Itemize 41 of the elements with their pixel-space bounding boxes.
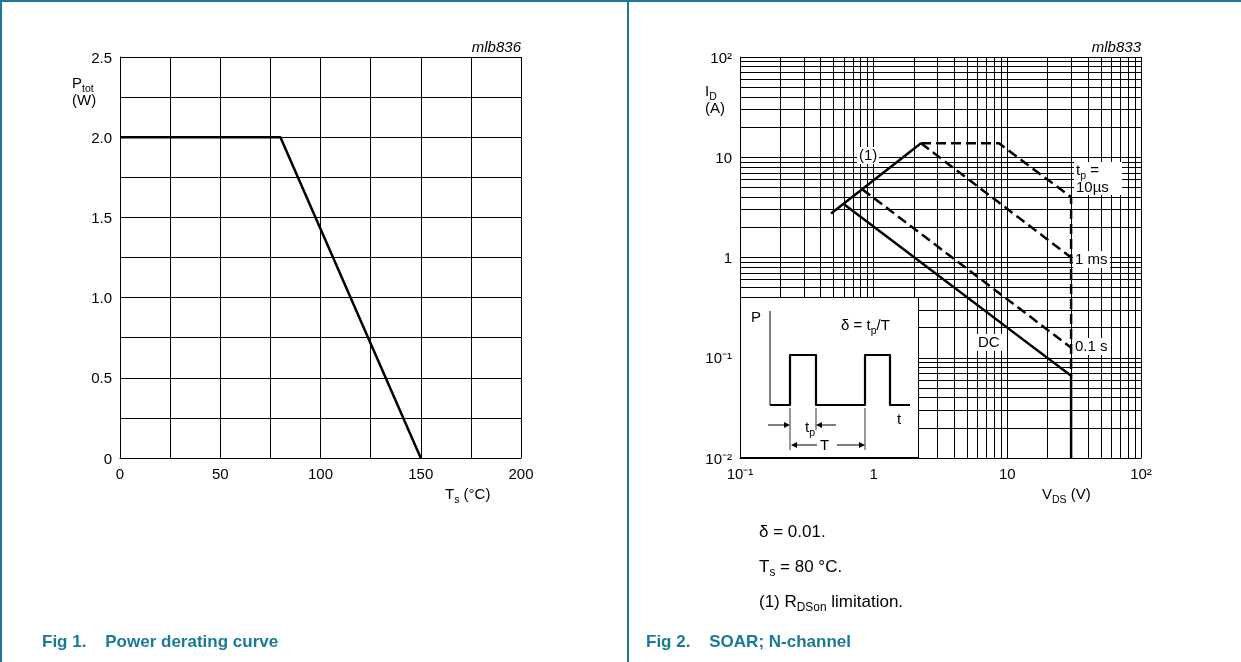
y-tick-label: 10⁻¹ (705, 349, 732, 367)
x-tick-label: 50 (211, 465, 229, 482)
x-tick-label: 10² (1130, 465, 1152, 482)
x-tick-label: 200 (508, 465, 534, 482)
y-tick-label: 1.5 (91, 208, 112, 226)
y-tick-label: 2.0 (91, 128, 112, 146)
annotation: P (751, 308, 762, 326)
annotation: t$_{p}$ (805, 418, 816, 438)
annotation: t (897, 410, 902, 428)
y-axis-title: I$_{D}$ (A) (705, 82, 726, 117)
y-tick-label: 10² (710, 48, 732, 66)
series-label: 0.1 s (1073, 337, 1110, 355)
x-tick-label: 1 (869, 465, 878, 482)
y-tick-label: 10⁻² (705, 449, 732, 467)
y-tick-label: 10 (715, 148, 732, 166)
x-tick-label: 10 (998, 465, 1016, 482)
y-tick-label: 0.5 (91, 369, 112, 387)
x-tick-label: 100 (307, 465, 334, 482)
annotation: T (820, 436, 830, 454)
annotation: δ = t$_{p}$/T (841, 316, 890, 336)
text: δ = 0.01. (759, 522, 826, 542)
y-tick-label: 1 (723, 249, 732, 266)
x-tick-label: 10⁻¹ (726, 465, 754, 482)
x-axis-title: T$_{s}$ (°C) (445, 485, 491, 505)
series-label: 1 ms (1073, 250, 1110, 268)
text: Fig 1. Power derating curve (42, 632, 279, 652)
x-tick-label: 150 (408, 465, 434, 482)
y-tick-label: 1.0 (91, 289, 112, 307)
y-axis-title: P$_{tot}$ (W) (72, 74, 98, 109)
text: T$_{s}$ = 80 °C. (759, 557, 843, 580)
text: mlb833 (1091, 38, 1141, 56)
x-axis-title: V$_{DS}$ (V) (1042, 485, 1091, 505)
y-tick-label: 0 (103, 449, 112, 467)
series-label: t$_{p}$ = 10µs (1074, 161, 1122, 195)
text: (1) R$_{DSon}$ limitation. (759, 592, 904, 615)
text: Fig 2. SOAR; N-channel (646, 632, 851, 652)
series-label: (1) (857, 146, 880, 164)
series-label: DC (976, 333, 1002, 351)
y-tick-label: 2.5 (91, 48, 112, 66)
text: mlb836 (471, 38, 521, 56)
x-tick-label: 0 (115, 465, 125, 482)
